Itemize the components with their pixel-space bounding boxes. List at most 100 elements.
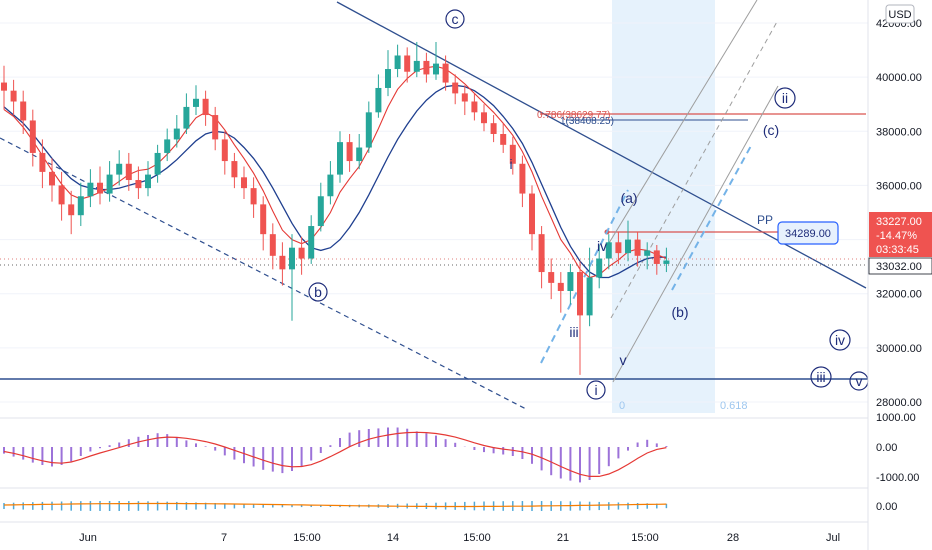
- candle-body: [1, 82, 7, 91]
- candle-body: [519, 163, 526, 194]
- candle-body: [135, 180, 142, 189]
- candle-body: [193, 98, 199, 107]
- fib-786-label: 0.786(38629.77): [537, 110, 610, 121]
- wave-label-c-paren: (c): [763, 122, 779, 138]
- wave-label-b-paren: (b): [671, 304, 688, 320]
- price-axis: 42000.0040000.0038000.0036000.0034000.00…: [867, 0, 932, 550]
- price-tick-label: 28000.00: [876, 397, 922, 409]
- wave-projection-left: [540, 189, 629, 364]
- price-tick-label: 32000.00: [876, 289, 922, 301]
- candle-body: [337, 142, 343, 175]
- candle-body: [538, 234, 545, 273]
- candle-body: [481, 112, 487, 124]
- candle-body: [154, 152, 161, 175]
- wave-label-c: c: [452, 11, 459, 27]
- bar-countdown: 03:33:45: [876, 244, 919, 256]
- ma-fast-line: [3, 65, 667, 279]
- candle-body: [49, 171, 55, 186]
- price-tick-label: 36000.00: [876, 180, 922, 192]
- macd-tick-label: 1000.00: [876, 412, 916, 424]
- fib-1-label: 1(38408.25): [560, 116, 614, 127]
- candle-body: [509, 144, 516, 164]
- macd-tick-label: 0.00: [876, 442, 897, 454]
- pitchfork-median-line: [610, 19, 779, 319]
- wave-label-circle: [308, 282, 328, 302]
- wave-label-v-circled: v: [856, 373, 863, 389]
- candle-body: [202, 98, 209, 116]
- wave-label-a-paren: (a): [620, 190, 637, 206]
- candle-body: [106, 174, 113, 194]
- candle-body: [365, 112, 372, 148]
- candle-body: [20, 101, 27, 121]
- candle-body: [557, 282, 564, 292]
- price-pane: 0.786(38629.77) 1(38408.25) 0 0.618 PP c…: [0, 0, 869, 413]
- time-tick-label: Jun: [79, 532, 97, 544]
- currency-label: USD: [888, 9, 911, 21]
- time-tick-label: 21: [557, 532, 569, 544]
- fib-range-box: [612, 0, 715, 413]
- candle-body: [634, 239, 641, 256]
- wave-label-i: i: [509, 156, 512, 172]
- time-tick-label: 15:00: [293, 532, 321, 544]
- candle-body: [567, 272, 574, 292]
- candle-body: [327, 174, 334, 197]
- wave-projection-right: [671, 143, 753, 291]
- target-price-box[interactable]: [777, 221, 839, 245]
- candle-body: [548, 272, 555, 283]
- candle-body: [260, 204, 267, 235]
- wave-label-circle: [586, 380, 606, 400]
- candle-body: [125, 163, 132, 181]
- price-tick-labels: 42000.0040000.0038000.0036000.0034000.00…: [876, 18, 922, 409]
- candle-body: [231, 161, 238, 178]
- wave-label-circle: [774, 87, 796, 109]
- candle-body: [279, 255, 286, 270]
- candle-body: [433, 63, 439, 75]
- candle-body: [145, 174, 151, 189]
- candle-body: [173, 128, 180, 140]
- currency-badge[interactable]: [885, 4, 915, 24]
- candle-body: [39, 152, 46, 172]
- pitchfork-lower-line: [612, 85, 779, 383]
- last-price-value: 33227.00: [876, 216, 922, 228]
- candle-body: [317, 196, 324, 227]
- candle-body: [241, 177, 247, 189]
- range-box-label-618: 0.618: [720, 400, 748, 412]
- macd-signal-line: [3, 431, 667, 477]
- target-price-text: 34289.00: [785, 228, 831, 240]
- candle-body: [413, 60, 420, 72]
- moving-averages: [3, 65, 667, 279]
- wave-label-iii-circled: iii: [816, 369, 825, 385]
- wave-labels: c b i iii iv v (a) (b) (c) i ii iii iv v: [308, 9, 869, 400]
- wave-label-v: v: [620, 352, 627, 368]
- price-tick-label: 30000.00: [876, 343, 922, 355]
- wave-label-circle: [829, 329, 851, 351]
- candle-body: [212, 115, 219, 140]
- wave-label-circle: [810, 366, 832, 388]
- candle-body: [625, 239, 631, 254]
- candle-body: [452, 82, 459, 94]
- candle-body: [250, 188, 257, 205]
- candle-body: [644, 250, 651, 256]
- pitchfork-upper-line: [605, 0, 758, 249]
- candle-body: [298, 247, 305, 259]
- time-tick-label: 28: [727, 532, 739, 544]
- candle-body: [10, 90, 17, 102]
- candle-body: [308, 226, 315, 259]
- price-gridlines: [0, 22, 868, 403]
- wave-label-b: b: [314, 284, 322, 300]
- candle-body: [183, 106, 190, 129]
- candle-body: [442, 63, 449, 83]
- time-tick-label: Jul: [826, 532, 840, 544]
- candle-body: [423, 60, 430, 75]
- ma-slow-line: [3, 84, 667, 279]
- oscillator-line: [3, 502, 667, 508]
- candle-body: [68, 204, 75, 216]
- candle-body: [586, 277, 593, 316]
- candle-body: [404, 55, 411, 72]
- wave-label-ii-circled: ii: [782, 90, 788, 106]
- macd-pane: 1000.00 0.00 -1000.00: [3, 412, 919, 484]
- time-axis: Jun 7 15:00 14 15:00 21 15:00 28 Jul: [79, 532, 840, 544]
- wave-label-circle: [445, 9, 465, 29]
- marker-price-value: 33032.00: [876, 261, 922, 273]
